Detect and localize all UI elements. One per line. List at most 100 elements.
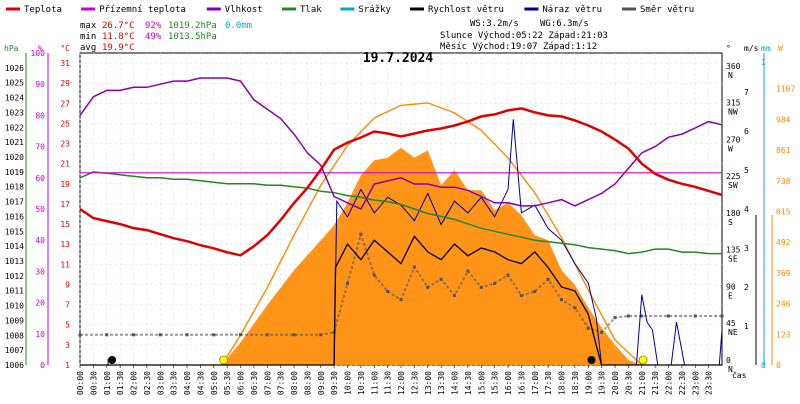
stat-max-temp: 26.7°C: [102, 21, 135, 31]
temp-tick-label: 25: [60, 119, 70, 128]
pressure-tick-label: 1006: [5, 361, 24, 370]
wind-tick-label: 2: [744, 283, 749, 292]
pressure-tick-label: 1017: [5, 198, 24, 207]
pressure-tick-label: 1022: [5, 123, 24, 132]
direction-tick-label: 315: [726, 99, 741, 108]
x-tick-label: 22:00: [665, 371, 674, 395]
x-tick-label: 06:00: [237, 371, 246, 395]
sun-set-marker: [638, 355, 648, 365]
legend-label: Tlak: [300, 5, 322, 15]
pressure-tick-label: 1015: [5, 227, 24, 236]
x-tick-label: 13:30: [437, 371, 446, 395]
moon-set-marker: [108, 356, 117, 364]
stats-panel: max 26.7°C 92% 1019.2hPa 0.0mm min 11.8°…: [80, 19, 608, 53]
stat-avg-temp: 19.9°C: [102, 43, 135, 53]
x-tick-label: 02:30: [143, 371, 152, 395]
x-tick-label: 03:30: [170, 371, 179, 395]
humidity-tick-label: 100: [31, 49, 46, 58]
direction-axis-label: °: [726, 44, 731, 53]
legend-label: Směr větru: [640, 5, 694, 15]
temp-tick-label: 13: [60, 240, 70, 249]
series-wind-speed-line: [80, 235, 722, 366]
x-tick-label: 23:00: [691, 371, 700, 395]
x-tick-label: 22:30: [678, 371, 687, 395]
x-tick-label: 00:30: [89, 371, 98, 395]
stat-max-rain: 0.0mm: [225, 21, 252, 31]
temp-tick-label: 15: [60, 220, 70, 229]
moon-rise-marker: [587, 356, 596, 364]
x-tick-label: 08:00: [290, 371, 299, 395]
wind-tick-label: 5: [744, 166, 749, 175]
x-tick-label: 00:00: [76, 371, 85, 395]
wind-tick-label: 4: [744, 205, 749, 214]
x-tick-label: 18:30: [571, 371, 580, 395]
pressure-tick-label: 1007: [5, 346, 24, 355]
direction-tick-dir: N: [728, 365, 733, 374]
solar-tick-label: 492: [776, 238, 791, 247]
direction-tick-label: 225: [726, 172, 741, 181]
temp-tick-label: 7: [65, 301, 70, 310]
x-tick-label: 03:00: [156, 371, 165, 395]
stat-min-hum: 49%: [145, 32, 162, 42]
x-tick-label: 07:30: [277, 371, 286, 395]
pressure-tick-label: 1010: [5, 302, 24, 311]
rain-tick-label: 1: [761, 58, 766, 67]
temp-tick-label: 3: [65, 341, 70, 350]
solar-tick-label: 984: [776, 115, 791, 124]
pressure-tick-label: 1026: [5, 64, 24, 73]
stat-max-hum: 92%: [145, 21, 162, 31]
pressure-tick-label: 1023: [5, 108, 24, 117]
x-tick-label: 09:00: [317, 371, 326, 395]
pressure-tick-label: 1009: [5, 316, 24, 325]
temp-tick-label: 11: [60, 260, 70, 269]
pressure-tick-label: 1025: [5, 79, 24, 88]
x-tick-label: 09:30: [330, 371, 339, 395]
solar-tick-label: 0: [776, 361, 781, 370]
wind-tick-label: 3: [744, 244, 749, 253]
humidity-tick-label: 50: [35, 205, 45, 214]
humidity-tick-label: 90: [35, 80, 45, 89]
stat-wind-speed: WS:3.2m/s: [470, 19, 519, 29]
humidity-tick-label: 40: [35, 236, 45, 245]
humidity-tick-label: 80: [35, 111, 45, 120]
x-tick-label: 07:00: [263, 371, 272, 395]
stat-wind-gust: WG:6.3m/s: [540, 19, 589, 29]
series-wind-direction-point: [292, 333, 296, 337]
temp-tick-label: 5: [65, 321, 70, 330]
solar-tick-label: 1107: [776, 85, 795, 94]
sun-rise-marker: [219, 355, 229, 365]
direction-tick-dir: N: [728, 71, 733, 80]
pressure-tick-label: 1012: [5, 272, 24, 281]
temp-tick-label: 31: [60, 59, 70, 68]
pressure-tick-label: 1018: [5, 183, 24, 192]
series-wind-direction-point: [132, 333, 135, 337]
direction-tick-label: 135: [726, 246, 741, 255]
direction-tick-dir: SW: [728, 181, 738, 190]
pressure-tick-label: 1021: [5, 138, 24, 147]
direction-tick-dir: NW: [728, 108, 738, 117]
pressure-axis-label: hPa: [4, 44, 19, 53]
humidity-tick-label: 10: [35, 330, 45, 339]
x-tick-label: 20:30: [624, 371, 633, 395]
x-tick-label: 19:30: [598, 371, 607, 395]
direction-tick-dir: S: [728, 218, 733, 227]
pressure-tick-label: 1019: [5, 168, 24, 177]
x-tick-label: 01:30: [116, 371, 125, 395]
x-tick-label: 15:00: [477, 371, 486, 395]
x-tick-label: 12:00: [397, 371, 406, 395]
x-tick-label: 01:00: [103, 371, 112, 395]
pressure-tick-label: 1011: [5, 287, 24, 296]
direction-tick-dir: SE: [728, 255, 738, 264]
direction-tick-label: 360: [726, 62, 741, 71]
humidity-tick-label: 30: [35, 267, 45, 276]
x-tick-label: 11:30: [384, 371, 393, 395]
x-tick-label: 17:00: [531, 371, 540, 395]
legend-label: Náraz větru: [542, 5, 602, 15]
x-tick-label: 04:30: [196, 371, 205, 395]
x-axis-label: čas: [732, 370, 747, 380]
humidity-axis-label: %: [38, 44, 43, 53]
direction-tick-label: 0: [726, 356, 731, 365]
x-tick-label: 04:00: [183, 371, 192, 395]
stat-avg-label: avg: [80, 43, 96, 53]
